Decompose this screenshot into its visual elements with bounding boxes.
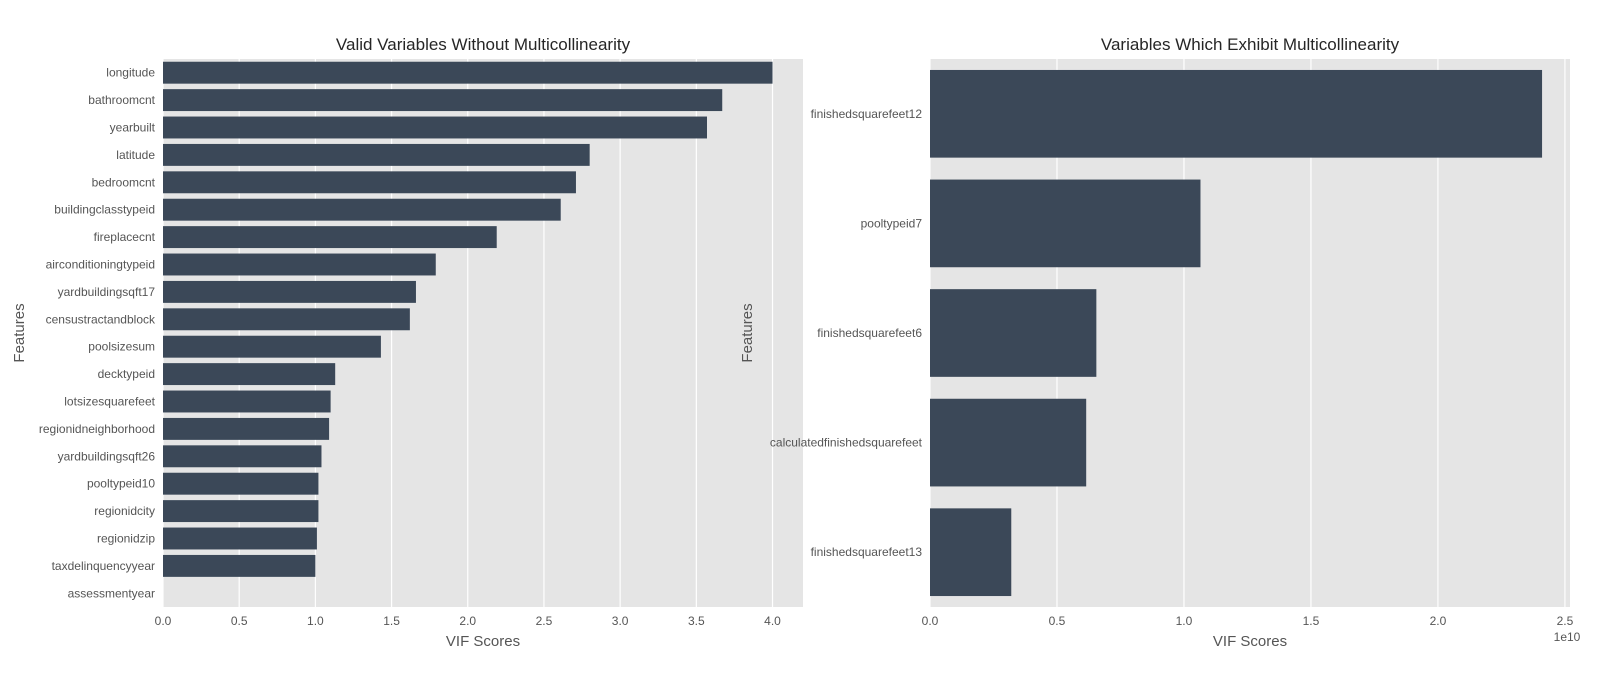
x-tick-label: 0.0: [922, 614, 939, 628]
bar: [163, 253, 436, 276]
y-tick-label: pooltypeid10: [87, 477, 155, 491]
y-tick-label: censustractandblock: [46, 312, 156, 326]
bar: [163, 500, 319, 523]
x-tick-label: 4.0: [764, 614, 781, 628]
y-tick-label: pooltypeid7: [861, 216, 923, 230]
chart-vif-multicollinear: finishedsquarefeet12 pooltypeid7 finisheds…: [739, 35, 1581, 650]
chart-title: Variables Which Exhibit Multicollinearit…: [1101, 35, 1400, 54]
bar: [163, 226, 497, 249]
chart-vif-valid: longitude bathroomcnt yearbuilt latitude bed…: [11, 35, 803, 650]
y-tick-label: buildingclasstypeid: [54, 203, 155, 217]
bar: [163, 445, 322, 468]
bar: [163, 171, 576, 194]
y-tick-label: poolsizesum: [88, 340, 155, 354]
x-tick-label: 3.5: [688, 614, 705, 628]
x-tick-label: 2.0: [1430, 614, 1447, 628]
x-tick-label: 1.5: [383, 614, 400, 628]
bar: [163, 390, 331, 413]
bar: [163, 280, 416, 303]
bars: [163, 61, 773, 577]
bar: [163, 363, 336, 386]
y-tick-label: finishedsquarefeet6: [817, 326, 922, 340]
x-tick-label: 2.5: [1557, 614, 1574, 628]
bar: [930, 508, 1012, 597]
y-tick-label: finishedsquarefeet13: [811, 545, 923, 559]
y-tick-label: calculatedfinishedsquarefeet: [770, 436, 923, 450]
x-tick-label: 1.5: [1303, 614, 1320, 628]
bar: [163, 335, 381, 358]
x-tick-label: 1.0: [1176, 614, 1193, 628]
y-tick-label: latitude: [116, 148, 155, 162]
y-tick-label: yearbuilt: [110, 121, 156, 135]
bar: [163, 61, 773, 84]
bar: [163, 89, 723, 112]
bar: [930, 69, 1543, 158]
bar: [163, 554, 316, 577]
y-tick-label: yardbuildingsqft17: [58, 285, 156, 299]
bar: [930, 398, 1087, 487]
y-axis-label: Features: [11, 303, 28, 362]
x-tick-label: 0.5: [1049, 614, 1066, 628]
y-axis-label: Features: [739, 303, 756, 362]
y-tick-label: finishedsquarefeet12: [811, 107, 923, 121]
plot-background: [163, 59, 803, 607]
bar: [930, 179, 1201, 268]
bar: [163, 417, 330, 440]
x-tick-label: 0.0: [155, 614, 172, 628]
y-tick-label: taxdelinquencyyear: [52, 559, 155, 573]
x-tick-labels: 0.0 0.5 1.0 1.5 2.0 2.5 3.0 3.5 4.0: [155, 614, 782, 628]
bar: [163, 527, 317, 550]
x-tick-labels: 0.0 0.5 1.0 1.5 2.0 2.5: [922, 614, 1574, 628]
y-tick-labels: finishedsquarefeet12 pooltypeid7 finisheds…: [770, 107, 923, 559]
y-tick-labels: longitude bathroomcnt yearbuilt latitude bed…: [39, 66, 156, 601]
bar: [930, 289, 1097, 377]
x-tick-label: 2.0: [459, 614, 476, 628]
x-axis-label: VIF Scores: [446, 633, 520, 650]
y-tick-label: bathroomcnt: [88, 93, 155, 107]
x-tick-label: 0.5: [231, 614, 248, 628]
y-tick-label: regionidneighborhood: [39, 422, 155, 436]
x-tick-label: 1.0: [307, 614, 324, 628]
bars: [930, 69, 1543, 597]
y-tick-label: longitude: [106, 66, 155, 80]
bar: [163, 198, 561, 221]
x-tick-label: 2.5: [536, 614, 553, 628]
x-axis-label: VIF Scores: [1213, 633, 1287, 650]
bar: [163, 143, 590, 166]
y-tick-label: fireplacecnt: [94, 230, 156, 244]
y-tick-label: decktypeid: [98, 367, 155, 381]
y-tick-label: yardbuildingsqft26: [58, 449, 156, 463]
y-tick-label: regionidcity: [94, 504, 155, 518]
chart-title: Valid Variables Without Multicollinearit…: [336, 35, 631, 54]
x-axis-offset-label: 1e10: [1554, 630, 1581, 644]
bar: [163, 308, 410, 331]
y-tick-label: bedroomcnt: [92, 175, 156, 189]
y-tick-label: lotsizesquarefeet: [64, 395, 155, 409]
x-tick-label: 3.0: [612, 614, 629, 628]
bar: [163, 116, 707, 139]
y-tick-label: regionidzip: [97, 532, 155, 546]
y-tick-label: assessmentyear: [68, 586, 155, 600]
bar: [163, 472, 319, 495]
y-tick-label: airconditioningtypeid: [46, 258, 155, 272]
